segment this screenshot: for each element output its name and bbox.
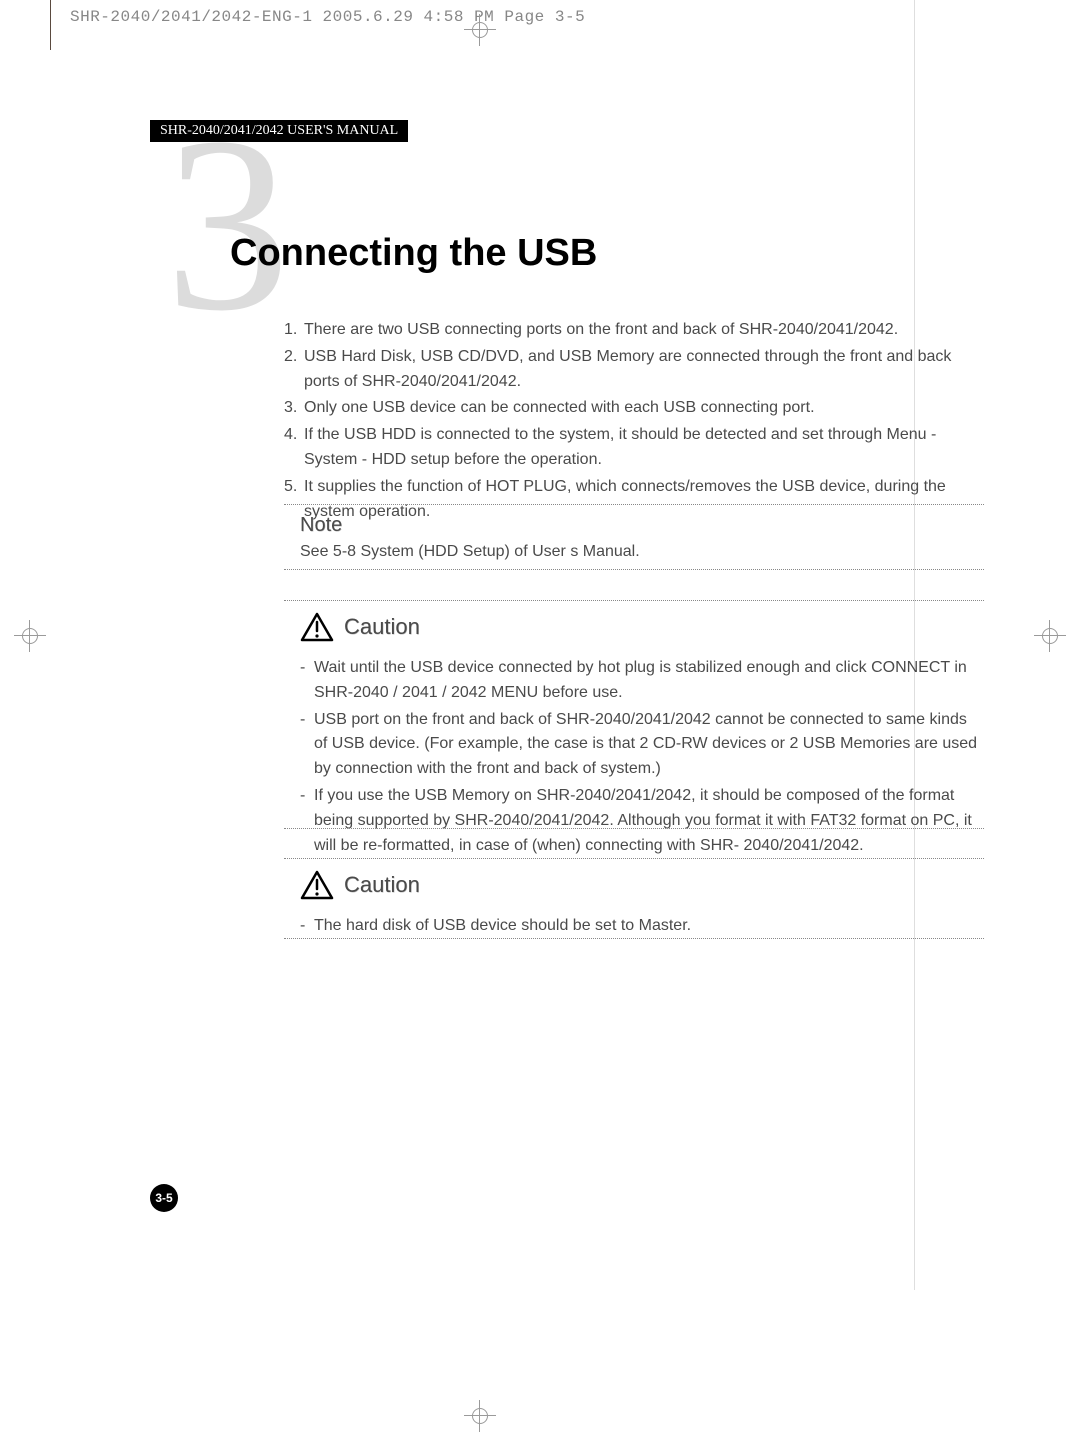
- caution-item: - If you use the USB Memory on SHR-2040/…: [300, 784, 984, 858]
- dash: -: [300, 656, 314, 706]
- list-item-text: There are two USB connecting ports on th…: [304, 318, 984, 343]
- list-item: 2.USB Hard Disk, USB CD/DVD, and USB Mem…: [284, 345, 984, 395]
- caution-block-2: Caution - The hard disk of USB device sh…: [300, 870, 984, 941]
- caution-item-text: USB port on the front and back of SHR-20…: [314, 708, 984, 782]
- caution-item: - Wait until the USB device connected by…: [300, 656, 984, 706]
- list-item-text: Only one USB device can be connected wit…: [304, 396, 984, 421]
- note-block: Note See 5-8 System (HDD Setup) of User …: [300, 514, 980, 561]
- list-item-number: 2.: [284, 345, 304, 395]
- caution-heading: Caution: [344, 872, 420, 898]
- dotted-rule: [284, 858, 984, 859]
- list-item-text: USB Hard Disk, USB CD/DVD, and USB Memor…: [304, 345, 984, 395]
- list-item-text: If the USB HDD is connected to the syste…: [304, 423, 984, 473]
- caution-item-text: If you use the USB Memory on SHR-2040/20…: [314, 784, 984, 858]
- list-item-number: 1.: [284, 318, 304, 343]
- note-heading: Note: [300, 514, 980, 537]
- caution-icon: [300, 870, 334, 900]
- caution-block-1: Caution - Wait until the USB device conn…: [300, 612, 984, 860]
- registration-mark-right: [1034, 620, 1066, 652]
- caution-heading: Caution: [344, 614, 420, 640]
- section-title: Connecting the USB: [230, 232, 597, 275]
- caution-item-text: The hard disk of USB device should be se…: [314, 914, 984, 939]
- caution-icon: [300, 612, 334, 642]
- dotted-rule: [284, 504, 984, 505]
- list-item-number: 4.: [284, 423, 304, 473]
- list-item: 4.If the USB HDD is connected to the sys…: [284, 423, 984, 473]
- chapter-number-watermark: 3: [165, 100, 290, 350]
- dash: -: [300, 914, 314, 939]
- caution-item: - The hard disk of USB device should be …: [300, 914, 984, 939]
- list-item: 1.There are two USB connecting ports on …: [284, 318, 984, 343]
- page-frame: SHR-2040/2041/2042 USER'S MANUAL 3 Conne…: [50, 0, 920, 1380]
- caution-item-text: Wait until the USB device connected by h…: [314, 656, 984, 706]
- dash: -: [300, 784, 314, 858]
- caution-heading-row: Caution: [300, 612, 984, 642]
- dotted-rule: [284, 938, 984, 939]
- numbered-body-list: 1.There are two USB connecting ports on …: [284, 318, 984, 526]
- caution-body-2: - The hard disk of USB device should be …: [300, 914, 984, 939]
- list-item: 3.Only one USB device can be connected w…: [284, 396, 984, 421]
- dash: -: [300, 708, 314, 782]
- caution-heading-row: Caution: [300, 870, 984, 900]
- registration-mark-bottom: [464, 1400, 496, 1432]
- list-item-number: 3.: [284, 396, 304, 421]
- dotted-rule: [284, 828, 984, 829]
- note-text: See 5-8 System (HDD Setup) of User s Man…: [300, 543, 980, 561]
- registration-mark-left: [14, 620, 46, 652]
- caution-item: - USB port on the front and back of SHR-…: [300, 708, 984, 782]
- dotted-rule: [284, 600, 984, 601]
- dotted-rule: [284, 569, 984, 570]
- page-number-badge: 3-5: [150, 1184, 178, 1212]
